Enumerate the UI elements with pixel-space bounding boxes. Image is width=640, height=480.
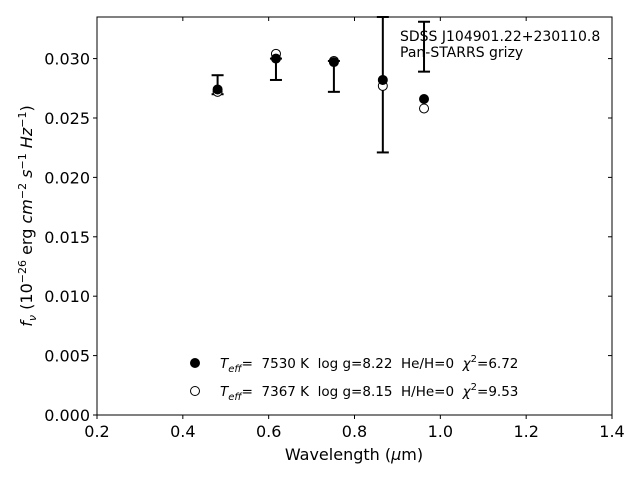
axis-ticks: 0.2 0.4 0.6 0.8 1.0 1.2 1.4 0.000 0.005 0.010 0.01… bbox=[44, 17, 625, 441]
legend-marker-filled bbox=[190, 358, 200, 368]
point-filled bbox=[270, 53, 281, 64]
point-filled bbox=[419, 93, 430, 104]
x-axis-label: Wavelength (μm) bbox=[285, 445, 423, 464]
point-open bbox=[419, 103, 430, 114]
object-name-annotation: SDSS J104901.22+230110.8 bbox=[400, 29, 600, 45]
x-tick-label: 0.6 bbox=[256, 422, 281, 441]
error-bars bbox=[211, 16, 431, 154]
legend-entry-1: Teff= 7530 K log g=8.22 He/H=0 χ2=6.72 bbox=[220, 354, 518, 375]
x-tick-label: 1.0 bbox=[428, 422, 453, 441]
y-tick-label: 0.005 bbox=[44, 347, 90, 366]
x-tick-label: 1.4 bbox=[599, 422, 624, 441]
x-tick-label: 1.2 bbox=[513, 422, 538, 441]
legend: Teff= 7530 K log g=8.22 He/H=0 χ2=6.72 T… bbox=[190, 354, 518, 403]
legend-marker-open bbox=[190, 386, 200, 396]
x-tick-label: 0.2 bbox=[84, 422, 109, 441]
y-axis-label: fν (10−26 erg cm−2 s−1 Hz−1) bbox=[16, 105, 39, 326]
legend-entry-2: Teff= 7367 K log g=8.15 H/He=0 χ2=9.53 bbox=[220, 382, 518, 403]
y-tick-label: 0.015 bbox=[44, 228, 90, 247]
x-tick-label: 0.4 bbox=[170, 422, 195, 441]
point-filled bbox=[377, 74, 388, 85]
y-tick-label: 0.025 bbox=[44, 109, 90, 128]
point-filled bbox=[212, 84, 223, 95]
x-tick-label: 0.8 bbox=[342, 422, 367, 441]
y-tick-label: 0.010 bbox=[44, 287, 90, 306]
y-tick-label: 0.030 bbox=[44, 50, 90, 69]
model-markers bbox=[212, 48, 430, 114]
y-tick-label: 0.000 bbox=[44, 406, 90, 425]
y-tick-label: 0.020 bbox=[44, 168, 90, 187]
survey-annotation: Pan-STARRS grizy bbox=[400, 45, 523, 61]
point-filled bbox=[328, 57, 339, 68]
